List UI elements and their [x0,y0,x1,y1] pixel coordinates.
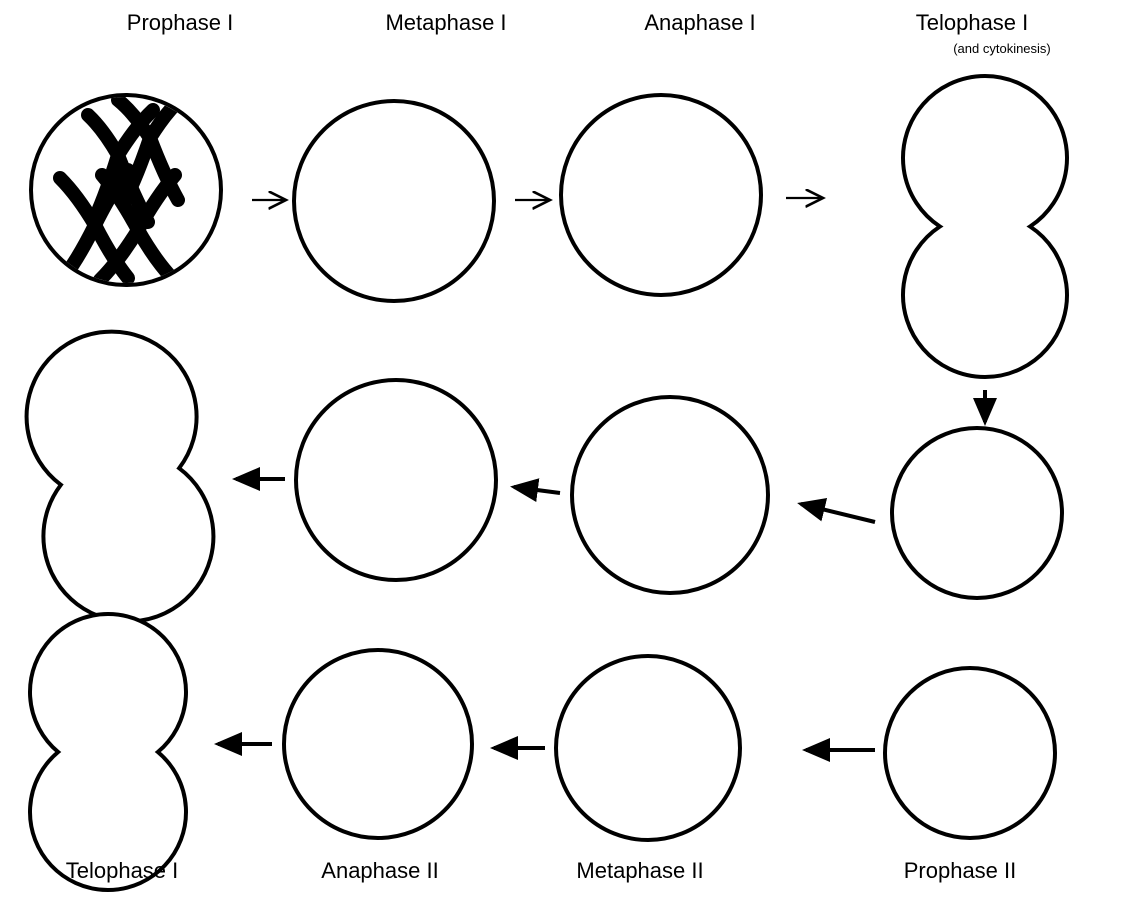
meiosis-diagram [0,0,1121,912]
flow-arrow-4 [801,504,875,522]
cell-prophase-2-top [892,428,1062,598]
cell-anaphase-2-bottom [284,650,472,838]
label-anaphase-1: Anaphase I [580,10,820,36]
cell-metaphase-2-top [572,397,768,593]
cell-metaphase-2-bottom [556,656,740,840]
cell-telophase-2-bottom [30,614,186,890]
label-anaphase-2: Anaphase II [260,858,500,884]
cell-metaphase-1 [294,101,494,301]
label-prophase-1: Prophase I [60,10,300,36]
cell-anaphase-2-top [296,380,496,580]
flow-arrow-5 [514,487,560,493]
cell-telophase-2-top [16,321,225,633]
label-metaphase-1: Metaphase I [326,10,566,36]
label-metaphase-2: Metaphase II [520,858,760,884]
sublabel-cytokinesis: (and cytokinesis) [882,41,1121,56]
label-prophase-2: Prophase II [840,858,1080,884]
label-telophase-1: Telophase I [852,10,1092,36]
cell-anaphase-1 [561,95,761,295]
label-telophase-1b: Telophase I [2,858,242,884]
cell-telophase-1 [903,76,1067,377]
cell-prophase-2-bottom [885,668,1055,838]
